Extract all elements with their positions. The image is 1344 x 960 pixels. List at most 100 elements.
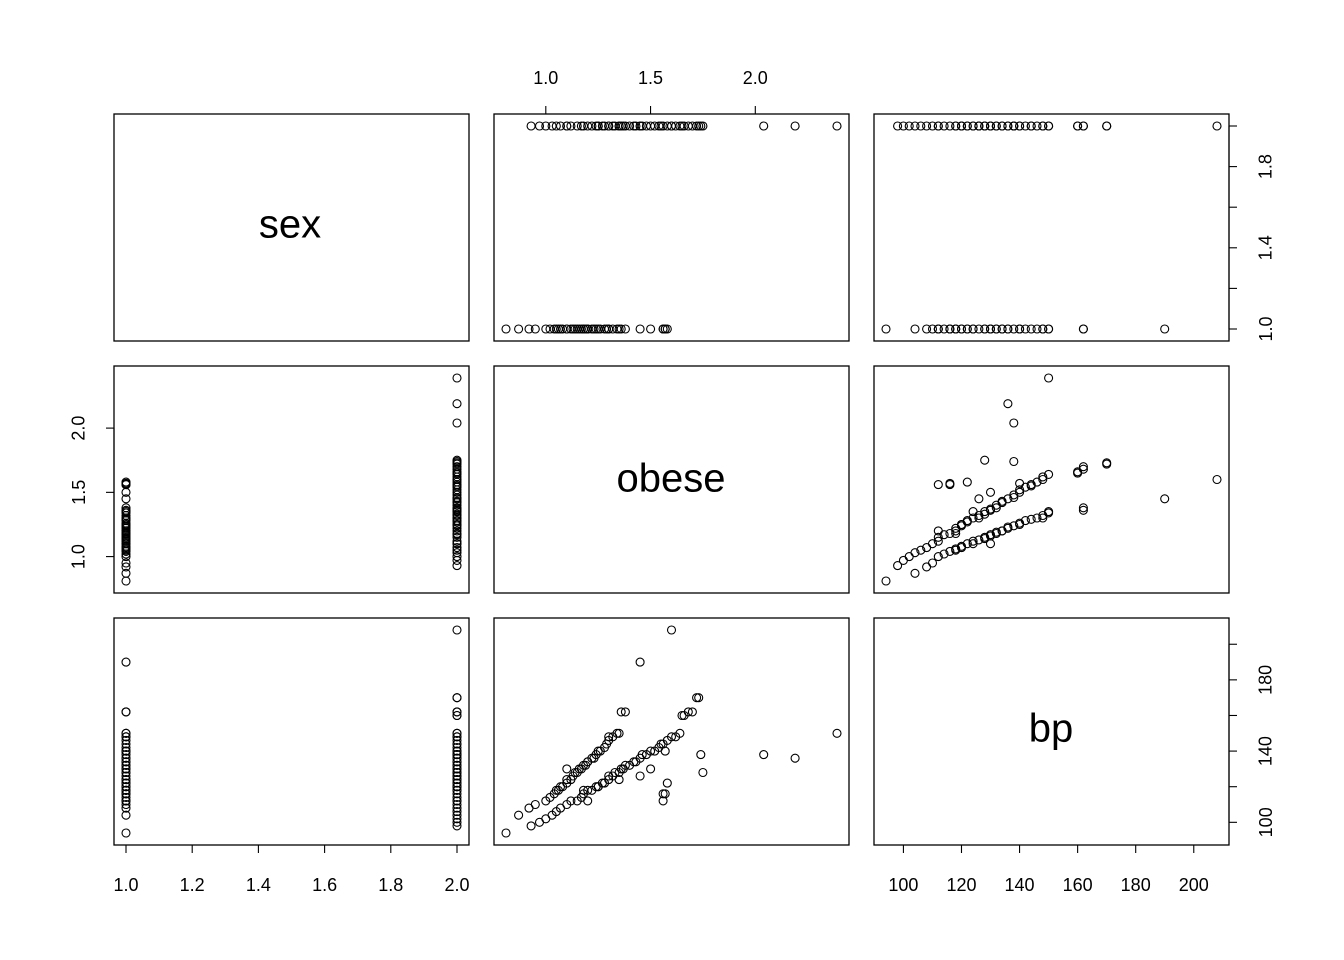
point xyxy=(945,324,955,334)
point xyxy=(980,507,990,517)
point xyxy=(898,121,908,131)
point xyxy=(121,558,131,568)
point xyxy=(945,528,955,539)
point xyxy=(1009,418,1019,428)
point xyxy=(583,324,593,334)
point xyxy=(904,552,914,562)
point xyxy=(614,728,624,738)
tick-label: 140 xyxy=(1005,875,1035,895)
point xyxy=(980,532,990,542)
tick-label: 1.6 xyxy=(312,875,337,895)
point xyxy=(121,767,131,778)
point xyxy=(121,707,131,717)
point xyxy=(121,568,131,578)
tick-label: 1.4 xyxy=(1256,235,1276,260)
tick-label: 1.8 xyxy=(1256,154,1276,179)
point xyxy=(1026,480,1036,490)
point xyxy=(991,121,1001,131)
tick-label: 140 xyxy=(1256,736,1276,766)
point xyxy=(881,576,891,586)
point xyxy=(121,785,131,795)
point xyxy=(526,121,536,131)
point xyxy=(1026,121,1036,131)
tick-label: 1.8 xyxy=(378,875,403,895)
point xyxy=(452,532,462,542)
point xyxy=(1044,121,1054,131)
panel-obese-vs-bp xyxy=(873,365,1230,594)
point xyxy=(121,782,131,792)
point xyxy=(985,530,996,540)
point xyxy=(562,121,572,131)
point xyxy=(991,324,1001,334)
point xyxy=(991,527,1001,537)
point xyxy=(910,568,920,578)
point xyxy=(1020,516,1030,526)
point xyxy=(635,657,645,667)
point xyxy=(980,455,990,465)
point xyxy=(452,519,462,530)
point xyxy=(1003,324,1013,334)
point xyxy=(933,552,943,562)
point xyxy=(514,810,524,820)
point xyxy=(452,710,462,721)
tick-label: 100 xyxy=(1256,807,1276,837)
point xyxy=(452,775,462,785)
point xyxy=(631,121,641,131)
point xyxy=(968,507,978,517)
right-axis-sex: 1.0 1.4 1.8 xyxy=(1228,125,1276,342)
point xyxy=(683,707,693,717)
point xyxy=(985,121,996,131)
point xyxy=(1078,503,1088,513)
point xyxy=(583,785,593,795)
panel-obese-vs-sex xyxy=(113,365,470,594)
point xyxy=(1003,399,1013,409)
point xyxy=(956,541,967,551)
panels-layer xyxy=(113,113,1230,846)
point xyxy=(452,707,462,717)
panel-frame xyxy=(113,113,470,342)
point xyxy=(927,324,938,334)
point xyxy=(832,121,842,131)
panel-sex-vs-obese xyxy=(493,113,850,342)
point xyxy=(1015,121,1025,131)
point xyxy=(452,561,462,571)
point xyxy=(555,121,566,131)
point xyxy=(501,324,511,334)
tick-label: 180 xyxy=(1256,665,1276,695)
diagonal-labels-layer: sex obese bp xyxy=(259,203,1073,751)
tick-label: 1.0 xyxy=(533,68,558,88)
point xyxy=(927,121,938,131)
point xyxy=(980,121,990,131)
point xyxy=(452,735,462,745)
point xyxy=(991,503,1001,513)
point xyxy=(452,507,462,517)
point xyxy=(1078,505,1088,515)
point xyxy=(698,767,708,778)
point xyxy=(121,657,131,667)
point xyxy=(121,803,131,813)
point xyxy=(526,821,536,831)
point xyxy=(759,121,769,131)
point xyxy=(501,828,511,838)
point xyxy=(1015,324,1025,334)
point xyxy=(452,494,462,504)
tick-label: 120 xyxy=(946,875,976,895)
tick-label: 100 xyxy=(888,875,918,895)
point xyxy=(452,462,462,472)
point xyxy=(962,324,972,334)
tick-label: 2.0 xyxy=(69,416,89,441)
panel-bp-vs-obese xyxy=(493,617,850,846)
point xyxy=(1160,324,1170,334)
point xyxy=(662,778,672,788)
point xyxy=(1044,324,1054,334)
point xyxy=(452,750,462,760)
point xyxy=(635,121,645,131)
point xyxy=(635,324,645,334)
point xyxy=(985,487,996,497)
point xyxy=(1009,521,1019,531)
point xyxy=(635,771,645,781)
point xyxy=(1009,490,1019,500)
tick-label: 1.2 xyxy=(180,875,205,895)
point xyxy=(951,526,961,536)
point xyxy=(452,399,462,409)
